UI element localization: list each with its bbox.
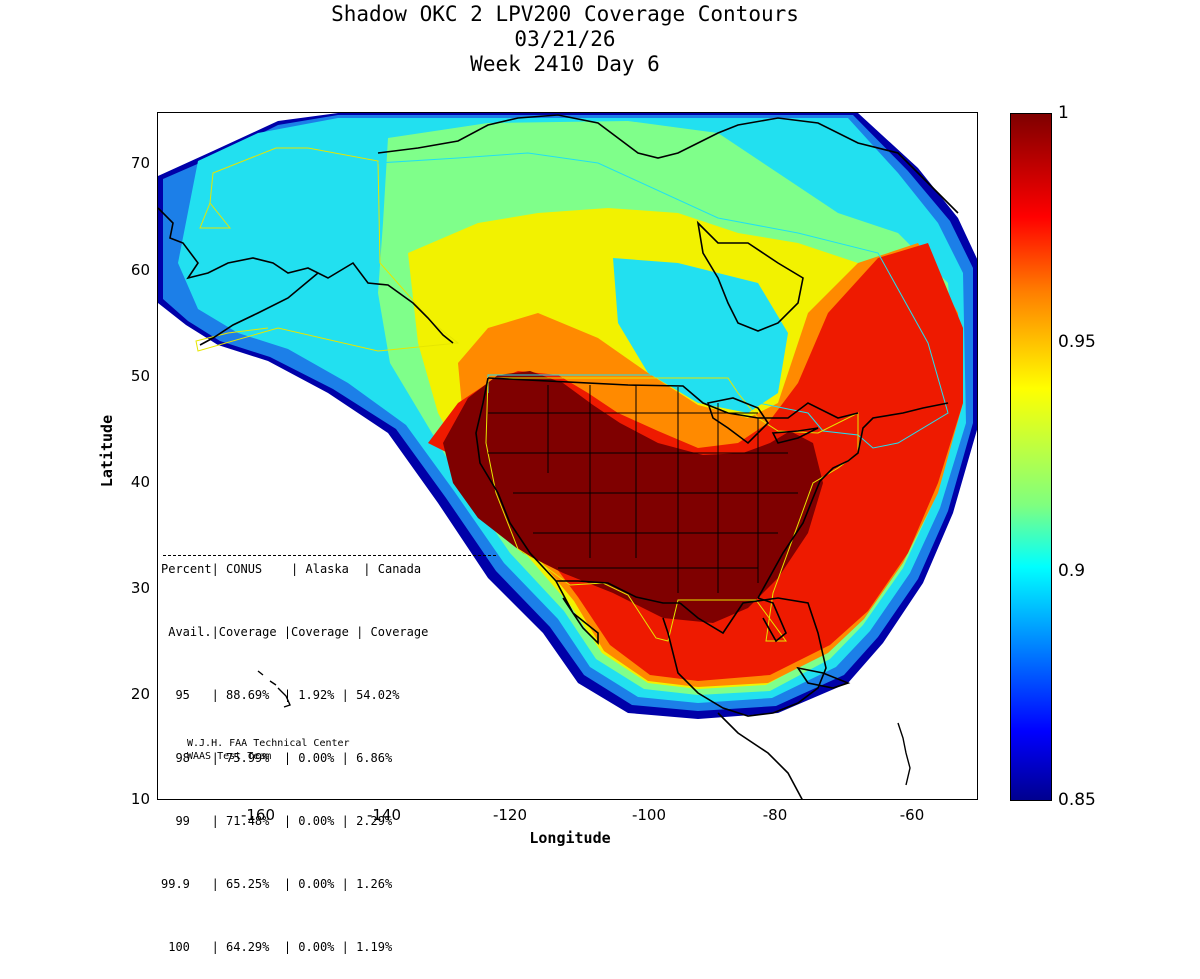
us-canada-border <box>487 377 859 419</box>
us-mexico-border <box>577 580 680 604</box>
coverage-map <box>158 113 977 799</box>
alaska-peninsula <box>199 272 319 346</box>
y-tick: 70 <box>130 154 150 172</box>
y-axis-label: Latitude <box>98 414 116 488</box>
central-america <box>717 712 803 799</box>
chart-title: Shadow OKC 2 LPV200 Coverage Contours <box>331 2 799 26</box>
stats-row: 95 | 88.69% | 1.92% | 54.02% <box>161 688 400 702</box>
chart-week-day: Week 2410 Day 6 <box>470 52 660 76</box>
chart-date: 03/21/26 <box>514 27 616 51</box>
colorbar-tick: 1 <box>1058 103 1069 123</box>
state-borders <box>488 385 798 593</box>
x-tick: -140 <box>366 806 402 824</box>
x-tick: -120 <box>492 806 528 824</box>
colorbar-tick: 0.9 <box>1058 561 1086 581</box>
islands-hawaii <box>257 670 911 786</box>
x-tick: -100 <box>631 806 667 824</box>
y-tick: 50 <box>130 367 150 385</box>
baja-california <box>555 580 599 645</box>
y-tick: 60 <box>130 261 150 279</box>
credit-line-1: W.J.H. FAA Technical Center <box>187 738 350 749</box>
y-tick: 10 <box>130 790 150 808</box>
x-tick: -60 <box>899 806 925 824</box>
y-tick: 20 <box>130 685 150 703</box>
y-tick: 40 <box>130 473 150 491</box>
x-axis-label: Longitude <box>529 829 611 847</box>
florida <box>757 597 787 643</box>
stats-header-1: Percent| CONUS | Alaska | Canada <box>161 562 422 576</box>
east-coast <box>757 402 949 599</box>
great-lakes-east <box>771 427 819 444</box>
conus-boundary <box>485 377 859 642</box>
hudson-bay <box>696 220 804 332</box>
gulf-coast <box>662 597 827 717</box>
stats-row: 100 | 64.29% | 0.00% | 1.19% <box>161 940 393 954</box>
contour-band-darkred <box>443 371 823 623</box>
cuba <box>796 666 851 689</box>
alaska-coastline <box>158 207 454 344</box>
service-volume-boundaries <box>195 147 949 642</box>
canada-arctic-coast <box>377 114 959 214</box>
x-tick: -80 <box>762 806 788 824</box>
x-tick: -160 <box>240 806 276 824</box>
contour-band-cyan-inner <box>613 258 788 413</box>
stats-header-divider <box>163 555 496 556</box>
credit-line-2: WAAS Test Team <box>187 751 272 762</box>
us-west-coast <box>475 377 578 582</box>
stats-header-2: Avail.|Coverage |Coverage | Coverage <box>161 625 429 639</box>
colorbar-tick: 0.95 <box>1058 332 1096 352</box>
canada-boundary <box>377 152 949 449</box>
colorbar <box>1010 113 1052 801</box>
stats-row: 99 | 71.48% | 0.00% | 2.29% <box>161 814 393 828</box>
map-plot-area <box>157 112 978 800</box>
alaska-boundary <box>195 147 460 352</box>
y-tick: 30 <box>130 579 150 597</box>
colorbar-tick: 0.85 <box>1058 790 1096 810</box>
coastlines-and-borders <box>158 114 959 799</box>
stats-row: 99.9 | 65.25% | 0.00% | 1.26% <box>161 877 393 891</box>
stats-row: 98 | 75.99% | 0.00% | 6.86% <box>161 751 393 765</box>
